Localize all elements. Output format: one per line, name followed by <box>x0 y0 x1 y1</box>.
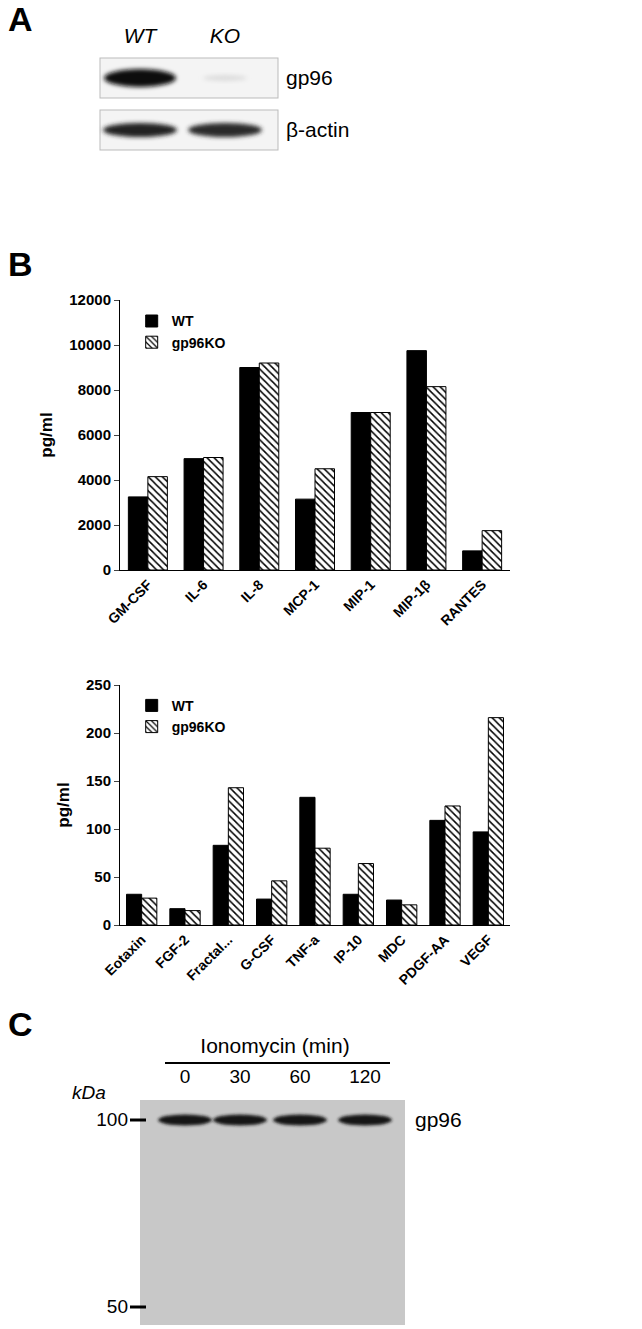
svg-text:150: 150 <box>86 772 111 789</box>
svg-text:100: 100 <box>86 820 111 837</box>
html-text:gp96: gp96 <box>286 66 333 89</box>
html-text:60: 60 <box>289 1066 311 1087</box>
svg-text:0: 0 <box>103 916 111 933</box>
html-text:WT: WT <box>123 24 157 47</box>
svg-text:MIP-1: MIP-1 <box>340 576 378 614</box>
svg-text:IP-10: IP-10 <box>330 931 365 966</box>
svg-text:gp96KO: gp96KO <box>172 719 226 735</box>
svg-text:200: 200 <box>86 724 111 741</box>
svg-text:RANTES: RANTES <box>437 577 489 629</box>
svg-text:50: 50 <box>94 868 111 885</box>
html-text:50: 50 <box>106 1296 128 1317</box>
svg-text:WT: WT <box>172 698 194 714</box>
html-text:100: 100 <box>96 1109 128 1130</box>
svg-text:Fractal...: Fractal... <box>183 932 235 984</box>
html-text:A: A <box>8 0 33 38</box>
svg-text:GM-CSF: GM-CSF <box>105 576 156 627</box>
svg-text:gp96KO: gp96KO <box>172 335 226 351</box>
html-text:B: B <box>8 245 33 283</box>
svg-text:8000: 8000 <box>78 381 111 398</box>
svg-text:2000: 2000 <box>78 516 111 533</box>
svg-text:FGF-2: FGF-2 <box>152 931 192 971</box>
svg-text:12000: 12000 <box>69 291 111 308</box>
svg-text:IL-8: IL-8 <box>237 576 266 605</box>
html-text:β-actin: β-actin <box>286 118 350 141</box>
svg-text:TNF-a: TNF-a <box>283 931 323 971</box>
html-text:30: 30 <box>229 1066 251 1087</box>
svg-text:6000: 6000 <box>78 426 111 443</box>
svg-text:pg/ml: pg/ml <box>37 412 56 457</box>
svg-text:10000: 10000 <box>69 336 111 353</box>
html-text:kDa: kDa <box>72 1082 106 1103</box>
svg-text:Eotaxin: Eotaxin <box>102 932 149 979</box>
svg-text:250: 250 <box>86 676 111 693</box>
svg-text:IL-6: IL-6 <box>182 576 211 605</box>
svg-text:WT: WT <box>172 313 194 329</box>
svg-text:pg/ml: pg/ml <box>54 782 73 827</box>
svg-text:0: 0 <box>103 561 111 578</box>
html-text:Ionomycin (min): Ionomycin (min) <box>200 1034 350 1057</box>
svg-text:MDC: MDC <box>375 932 409 966</box>
html-text:C: C <box>8 1005 33 1043</box>
svg-text:4000: 4000 <box>78 471 111 488</box>
html-text:120: 120 <box>349 1066 381 1087</box>
html-text:KO: KO <box>209 24 241 47</box>
html-text:0: 0 <box>179 1066 191 1087</box>
svg-text:MIP-1β: MIP-1β <box>390 576 434 620</box>
html-text:gp96: gp96 <box>415 1108 462 1131</box>
svg-text:VEGF: VEGF <box>457 931 496 970</box>
svg-text:G-CSF: G-CSF <box>237 931 279 973</box>
svg-text:MCP-1: MCP-1 <box>280 576 322 618</box>
svg-text:PDGF-AA: PDGF-AA <box>396 932 452 988</box>
